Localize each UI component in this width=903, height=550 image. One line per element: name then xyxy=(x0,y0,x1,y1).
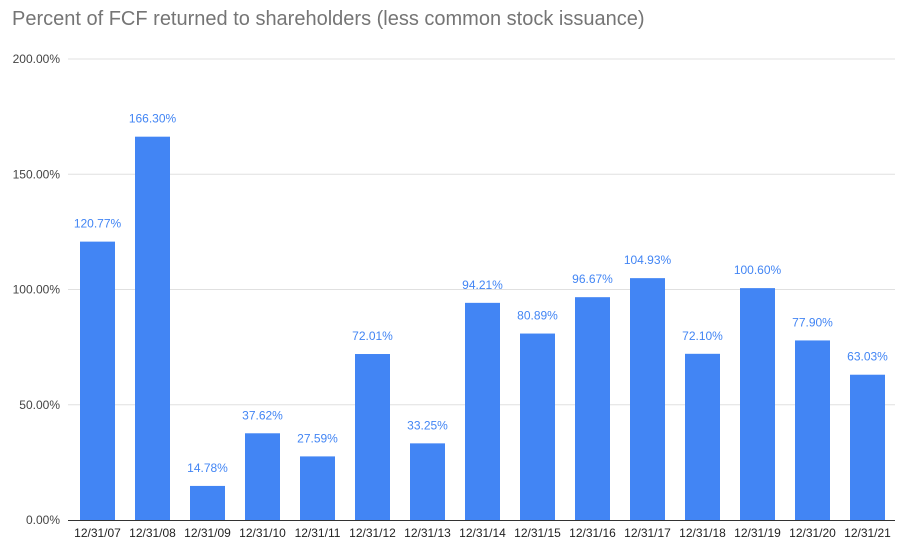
x-tick-label: 12/31/10 xyxy=(239,526,286,540)
x-tick-label: 12/31/07 xyxy=(74,526,121,540)
data-labels: 120.77% 166.30% 14.78% 37.62% 27.59% 72.01% 33… xyxy=(74,112,888,475)
data-label: 72.10% xyxy=(682,329,723,343)
x-tick-label: 12/31/09 xyxy=(184,526,231,540)
x-tick-label: 12/31/15 xyxy=(514,526,561,540)
y-axis-ticks: 0.00% 50.00% 100.00% 150.00% 200.00% xyxy=(13,52,61,527)
x-tick-label: 12/31/12 xyxy=(349,526,396,540)
bar xyxy=(520,333,555,520)
data-label: 120.77% xyxy=(74,217,122,231)
bar xyxy=(410,443,445,520)
data-label: 77.90% xyxy=(792,315,833,329)
x-tick-label: 12/31/14 xyxy=(459,526,506,540)
bar xyxy=(575,297,610,520)
x-tick-label: 12/31/20 xyxy=(789,526,836,540)
bar xyxy=(190,485,225,520)
data-label: 72.01% xyxy=(352,329,393,343)
x-tick-label: 12/31/11 xyxy=(295,526,341,540)
x-tick-label: 12/31/13 xyxy=(404,526,451,540)
x-tick-label: 12/31/16 xyxy=(569,526,616,540)
x-tick-label: 12/31/18 xyxy=(679,526,726,540)
y-tick-label: 50.00% xyxy=(19,398,60,412)
y-tick-label: 150.00% xyxy=(13,167,61,181)
x-tick-label: 12/31/08 xyxy=(129,526,176,540)
chart-title: Percent of FCF returned to shareholders … xyxy=(12,8,645,30)
bar xyxy=(465,302,500,520)
data-label: 104.93% xyxy=(624,253,672,267)
data-label: 33.25% xyxy=(407,418,448,432)
bar xyxy=(685,353,720,520)
x-tick-label: 12/31/17 xyxy=(624,526,671,540)
y-tick-label: 100.00% xyxy=(13,283,61,297)
bar xyxy=(740,288,775,520)
bar xyxy=(245,433,280,520)
data-label: 94.21% xyxy=(462,278,503,292)
data-label: 27.59% xyxy=(297,431,338,445)
y-tick-label: 200.00% xyxy=(13,52,61,66)
bar xyxy=(80,241,115,520)
data-label: 166.30% xyxy=(129,112,177,126)
x-tick-label: 12/31/19 xyxy=(734,526,781,540)
data-label: 14.78% xyxy=(187,461,228,475)
data-label: 63.03% xyxy=(847,350,888,364)
bar xyxy=(300,456,335,520)
y-tick-label: 0.00% xyxy=(26,513,60,527)
data-label: 96.67% xyxy=(572,272,613,286)
data-label: 37.62% xyxy=(242,408,283,422)
x-axis-ticks: 12/31/07 12/31/08 12/31/09 12/31/10 12/31/11… xyxy=(74,526,891,540)
bar xyxy=(850,374,885,520)
data-label: 100.60% xyxy=(734,263,782,277)
bars xyxy=(80,136,885,520)
bar xyxy=(630,278,665,520)
bar xyxy=(135,136,170,520)
bar xyxy=(795,340,830,520)
bar xyxy=(355,354,390,520)
x-tick-label: 12/31/21 xyxy=(844,526,891,540)
data-label: 80.89% xyxy=(517,309,558,323)
